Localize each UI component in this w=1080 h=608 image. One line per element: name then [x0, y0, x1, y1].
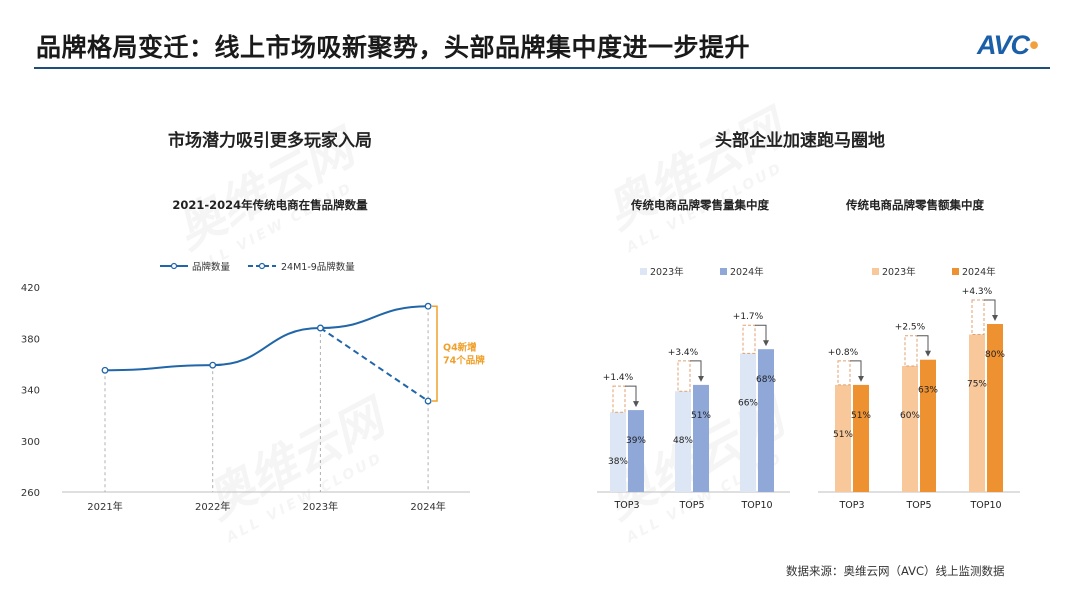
- bar-2024: [693, 384, 709, 492]
- legend-swatch: [872, 268, 879, 275]
- bar-2023: [675, 391, 691, 492]
- y-tick-label: 380: [21, 334, 40, 345]
- data-label: 51%: [691, 411, 711, 421]
- growth-frame: [677, 360, 691, 392]
- bar-2024: [853, 384, 869, 492]
- right-section-title: 头部企业加速跑马圈地: [715, 131, 885, 151]
- y-tick-label: 420: [21, 283, 40, 294]
- bar-2023: [835, 384, 851, 492]
- logo-dot: •: [1029, 30, 1039, 60]
- x-tick-label: TOP10: [969, 500, 1001, 511]
- legend-swatch: [952, 268, 959, 275]
- delta-label: +2.5%: [895, 323, 926, 333]
- data-point: [424, 302, 432, 310]
- legend-label: 24M1-9品牌数量: [281, 261, 355, 273]
- annotation-text: Q4新增: [443, 342, 477, 354]
- legend-marker: [258, 262, 266, 270]
- x-tick-label: TOP10: [740, 500, 772, 511]
- bar-2023: [969, 334, 985, 492]
- growth-arrow: [755, 324, 769, 347]
- y-tick-label: 300: [21, 437, 40, 448]
- x-tick-label: 2023年: [303, 500, 338, 513]
- growth-frame: [837, 360, 851, 386]
- growth-arrow: [917, 335, 931, 357]
- growth-frame: [612, 385, 626, 413]
- data-label: 39%: [626, 436, 646, 446]
- page-title: 品牌格局变迁：线上市场吸新聚势，头部品牌集中度进一步提升: [36, 33, 751, 62]
- left-section-title: 市场潜力吸引更多玩家入局: [168, 131, 372, 151]
- x-tick-label: TOP5: [678, 500, 704, 511]
- volume-chart-title: 传统电商品牌零售量集中度: [631, 198, 769, 212]
- amount-chart-title: 传统电商品牌零售额集中度: [846, 198, 984, 212]
- growth-frame: [971, 299, 985, 335]
- data-label: 51%: [833, 430, 853, 440]
- data-point: [424, 397, 432, 405]
- annotation-text: 74个品牌: [443, 355, 485, 367]
- x-tick-label: 2022年: [195, 500, 230, 513]
- x-tick-label: TOP3: [613, 500, 639, 511]
- data-label: 66%: [738, 398, 758, 408]
- series-line-solid: [104, 305, 429, 372]
- x-tick-label: 2021年: [87, 500, 122, 513]
- data-label: 75%: [967, 380, 987, 390]
- avc-logo: AVC•: [977, 30, 1039, 61]
- data-label: 68%: [756, 375, 776, 385]
- data-source: 数据来源：奥维云网（AVC）线上监测数据: [786, 564, 1005, 578]
- data-label: 60%: [900, 411, 920, 421]
- series-line-dashed: [319, 327, 429, 402]
- bar-2024: [987, 324, 1003, 492]
- legend-label: 品牌数量: [192, 261, 231, 273]
- data-label: 38%: [608, 457, 628, 467]
- data-label: 48%: [673, 436, 693, 446]
- data-label: 63%: [918, 386, 938, 396]
- growth-frame: [904, 335, 918, 367]
- bar-2023: [740, 353, 756, 492]
- growth-arrow: [850, 360, 864, 382]
- legend-marker: [170, 262, 178, 270]
- data-label: 51%: [851, 411, 871, 421]
- data-label: 80%: [985, 350, 1005, 360]
- data-point: [209, 361, 217, 369]
- legend-swatch: [640, 268, 647, 275]
- legend-label: 2023年: [650, 266, 684, 278]
- legend-label: 2024年: [730, 266, 764, 278]
- x-tick-label: TOP5: [905, 500, 931, 511]
- bar-2023: [902, 366, 918, 492]
- data-point: [101, 366, 109, 374]
- growth-arrow: [690, 360, 704, 382]
- delta-label: +1.7%: [733, 312, 764, 322]
- growth-arrow: [984, 299, 998, 321]
- delta-label: +4.3%: [962, 287, 993, 297]
- legend-label: 2024年: [962, 266, 996, 278]
- growth-frame: [742, 324, 756, 354]
- delta-label: +1.4%: [603, 373, 634, 383]
- y-tick-label: 340: [21, 386, 40, 397]
- legend-swatch: [720, 268, 727, 275]
- x-tick-label: 2024年: [410, 500, 445, 513]
- growth-arrow: [625, 385, 639, 408]
- x-tick-label: TOP3: [838, 500, 864, 511]
- y-tick-label: 260: [21, 488, 40, 499]
- data-point: [316, 324, 324, 332]
- bar-2024: [920, 359, 936, 492]
- bar-2024: [628, 410, 644, 492]
- line-chart-title: 2021-2024年传统电商在售品牌数量: [172, 198, 368, 212]
- logo-text: AVC: [977, 30, 1030, 60]
- annotation-bracket: [432, 305, 438, 402]
- delta-label: +3.4%: [668, 348, 699, 358]
- legend-label: 2023年: [882, 266, 916, 278]
- bar-2024: [758, 349, 774, 492]
- delta-label: +0.8%: [828, 348, 859, 358]
- header-divider: [34, 67, 1050, 69]
- bar-2023: [610, 412, 626, 492]
